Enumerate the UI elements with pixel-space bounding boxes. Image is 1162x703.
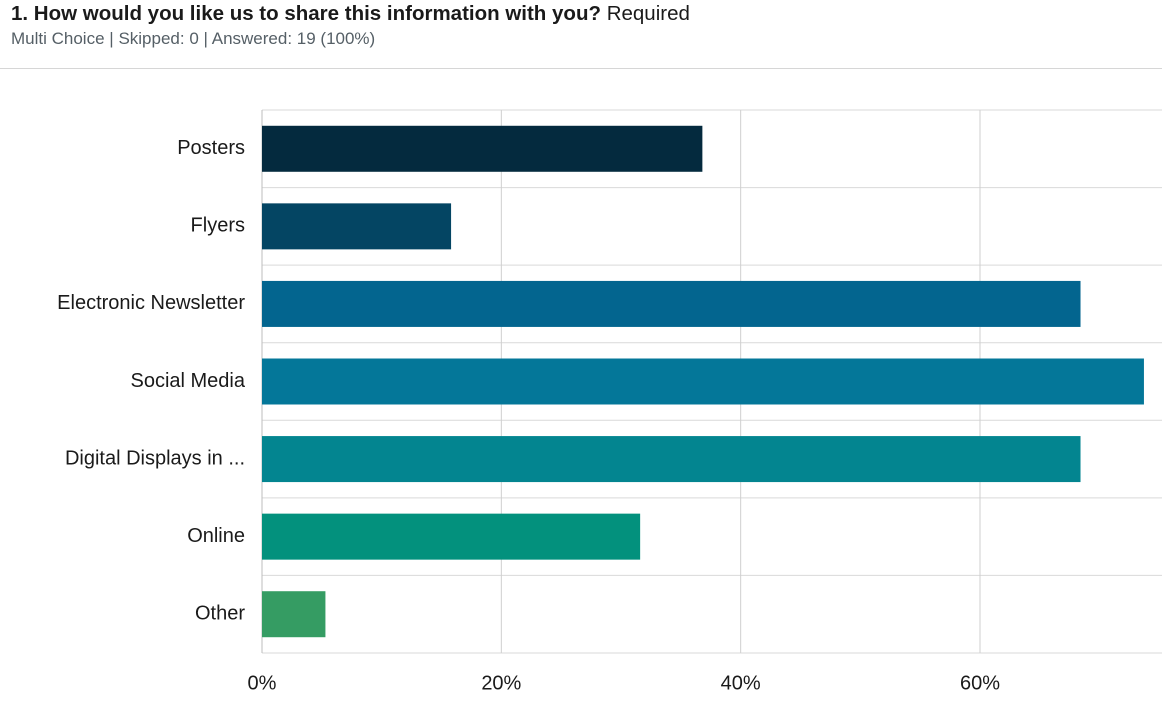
bar [262,513,641,560]
bar [262,358,1144,405]
bar [262,280,1081,327]
x-tick-label: 0% [248,672,277,694]
question-meta: Multi Choice | Skipped: 0 | Answered: 19… [11,27,375,51]
category-label: Online [187,525,245,547]
x-tick-label: 40% [721,672,761,694]
category-label: Social Media [130,370,245,392]
category-label: Digital Displays in ... [65,447,245,469]
meta-separator: | [203,29,208,48]
category-label: Flyers [191,215,245,237]
question-type: Multi Choice [11,29,105,48]
bar [262,125,703,172]
skipped-count: Skipped: 0 [118,29,199,48]
meta-separator: | [109,29,114,48]
bar [262,591,326,638]
question-text: 1. How would you like us to share this i… [11,2,601,25]
question-title: 1. How would you like us to share this i… [11,0,690,28]
category-label: Electronic Newsletter [57,292,245,314]
answered-count: Answered: 19 (100%) [211,29,376,48]
required-label: Required [606,2,690,25]
category-label: Other [195,602,245,624]
category-label: Posters [177,137,245,159]
bar [262,436,1081,483]
header-divider [0,68,1162,69]
x-tick-label: 60% [960,672,1000,694]
bar [262,203,452,250]
x-tick-label: 20% [481,672,521,694]
